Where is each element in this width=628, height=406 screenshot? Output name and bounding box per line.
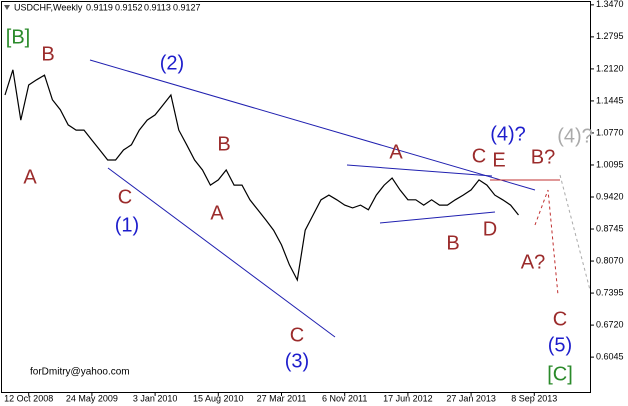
trend-line [107,167,336,338]
y-tick-label: 1.2795 [596,31,624,41]
price-line [4,69,519,282]
wave-label: A [23,166,37,188]
wave-label: C [472,145,486,167]
footer: forDmitry@yahoo.com [30,367,130,378]
x-tick-label: 6 Nov 2011 [322,393,367,403]
wave-label: (1) [115,214,139,236]
x-tick-label: 15 Aug 2010 [193,393,244,403]
ohlc-value: 0.9113 [144,2,171,12]
y-tick-label: 1.0095 [596,159,624,169]
chart-title: USDCHF,Weekly [14,2,83,12]
wave-label: A [210,202,224,224]
wave-label: (5) [548,334,572,356]
wave-label: [C] [547,363,573,385]
trend-line [346,164,493,177]
x-tick-label: 17 Jun 2012 [383,393,433,403]
trend-line [379,211,496,224]
wave-label: C [290,324,304,346]
y-tick-label: 1.3470 [596,0,624,9]
y-tick-label: 0.9420 [596,191,624,201]
projection-line [534,189,559,296]
x-tick-label: 24 May 2009 [66,393,118,403]
wave-label: [B] [6,26,30,48]
y-tick-label: 1.1445 [596,95,624,105]
y-tick-label: 1.2120 [596,63,624,73]
ohlc-value: 0.9152 [115,2,143,12]
wave-lines [89,59,591,338]
x-tick-label: 8 Sep 2013 [511,393,557,403]
y-tick-label: 0.8745 [596,223,624,233]
y-tick-label: 1.0770 [596,127,624,137]
wave-label: A? [521,251,545,273]
y-tick-label: 0.6720 [596,319,624,329]
wave-label: D [483,218,497,240]
wave-label: (4)? [557,125,593,147]
projection-line [559,174,591,291]
wave-label: B [41,43,54,65]
wave-label: A [389,141,403,163]
wave-label: B? [531,146,555,168]
y-tick-label: 0.8070 [596,255,624,265]
ohlc-value: 0.9119 [86,2,113,12]
x-tick-label: 3 Jan 2010 [133,393,178,403]
wave-label: E [492,149,505,171]
x-tick-label: 12 Oct 2008 [4,393,53,403]
wave-label: (4)? [490,123,526,145]
wave-label: C [118,186,132,208]
menu-icon [4,5,10,10]
trend-line [89,59,536,191]
y-tick-label: 0.6045 [596,352,624,362]
wave-label: (3) [285,350,309,372]
wave-label: (2) [160,52,184,74]
y-tick-label: 0.7395 [596,287,624,297]
x-tick-label: 27 Jan 2013 [446,393,496,403]
wave-label: B [217,133,230,155]
wave-label: B [446,232,459,254]
ohlc-value: 0.9127 [173,2,201,12]
x-tick-label: 27 Mar 2011 [257,393,307,403]
wave-label: C [553,308,567,330]
